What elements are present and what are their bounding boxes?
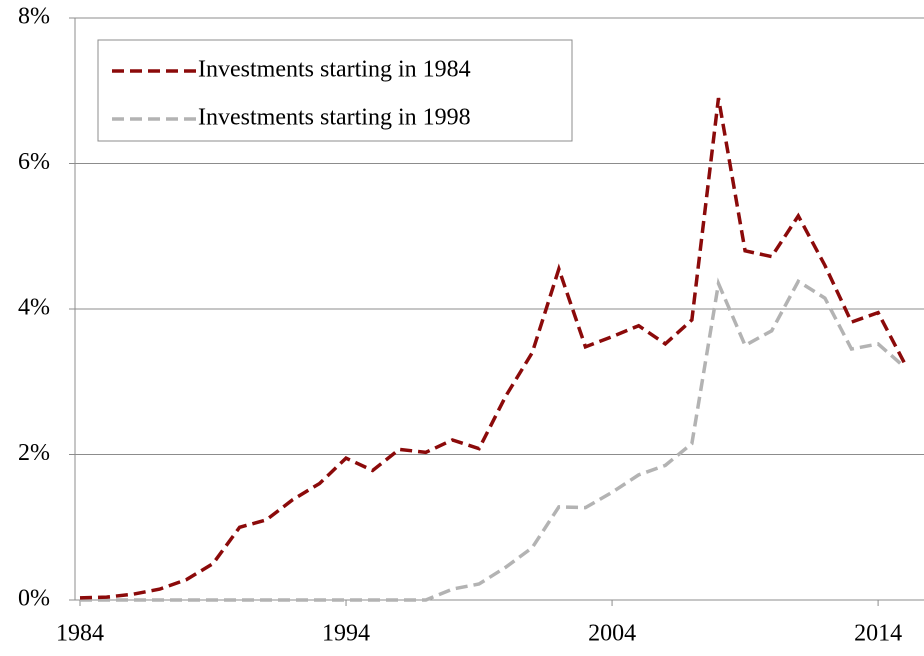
series-line: [80, 277, 906, 602]
x-tick-label: 2004: [588, 621, 636, 647]
x-tick-label: 1984: [56, 621, 104, 647]
y-tick-label: 8%: [18, 4, 50, 30]
series-line: [79, 97, 907, 600]
y-tick-label: 6%: [18, 149, 50, 175]
x-tick-label: 1994: [322, 621, 370, 647]
legend-box: [97, 39, 573, 142]
y-tick-label: 4%: [18, 295, 50, 321]
y-tick-label: 2%: [18, 440, 50, 466]
x-tick-label: 2014: [854, 621, 902, 647]
legend-label: Investments starting in 1984: [198, 57, 471, 83]
y-tick-label: 0%: [18, 586, 50, 612]
legend-label: Investments starting in 1998: [198, 105, 471, 131]
